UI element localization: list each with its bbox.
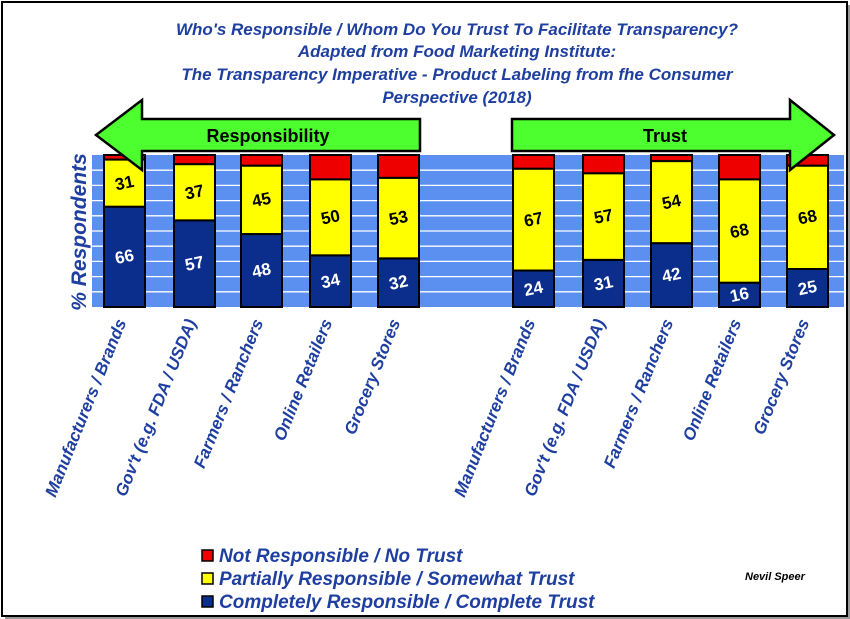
group-label-responsibility: Responsibility (206, 126, 329, 146)
arrow-left-shape (93, 97, 422, 173)
bar-segment-complete (718, 281, 761, 308)
bar-segment-partial (309, 178, 352, 257)
bar-segment-none (309, 154, 352, 181)
legend-entry: Not Responsible / No Trust (219, 546, 463, 567)
data-label: 24 (522, 277, 545, 300)
category-label: Manufacturers / Brands (41, 316, 130, 499)
category-label: Gov't (e.g. FDA / USDA) (521, 316, 610, 499)
category-label: Farmers / Ranchers (600, 316, 677, 470)
data-label: 31 (592, 272, 614, 295)
data-label: 68 (728, 220, 750, 243)
data-label: 34 (319, 270, 342, 293)
data-label: 66 (113, 246, 135, 269)
data-label: 45 (250, 189, 272, 212)
responsibility-arrow: Responsibility (93, 97, 422, 173)
bar-segment-partial (512, 167, 555, 272)
y-axis-label: % Respondents (68, 153, 91, 311)
title-line: Perspective (2018) (382, 88, 532, 107)
trust-arrow: Trust (510, 97, 837, 173)
category-label: Manufacturers / Brands (450, 316, 539, 499)
data-label: 42 (660, 264, 682, 287)
data-label: 50 (319, 206, 341, 229)
chart-title: Who's Responsible / Whom Do You Trust To… (176, 20, 739, 107)
bar-segment-complete (240, 233, 283, 308)
data-label: 57 (183, 252, 205, 275)
credit-text: Nevil Speer (745, 571, 806, 583)
bar-segment-none (650, 154, 693, 163)
bar-segment-none (582, 154, 625, 175)
data-label: 25 (796, 277, 818, 300)
legend-entry: Completely Responsible / Complete Trust (219, 592, 595, 613)
arrow-right-shape (510, 97, 837, 173)
title-line: Adapted from Food Marketing Institute: (297, 42, 616, 61)
data-label: 31 (113, 172, 135, 195)
category-label: Farmers / Ranchers (190, 316, 267, 470)
bar-segment-complete (582, 258, 625, 309)
legend-entry: Partially Responsible / Somewhat Trust (219, 569, 575, 590)
title-line: Who's Responsible / Whom Do You Trust To… (176, 20, 739, 39)
category-label: Gov't (e.g. FDA / USDA) (112, 316, 201, 499)
bar-segment-partial (173, 163, 216, 222)
legend-swatch (201, 595, 214, 608)
data-label: 48 (250, 259, 272, 282)
data-label: 67 (522, 208, 544, 231)
title-line: The Transparency Imperative - Product La… (181, 65, 734, 84)
legend-swatch (201, 549, 214, 562)
data-label: 57 (592, 205, 614, 228)
data-label: 54 (660, 191, 683, 214)
category-label: Online Retailers (679, 316, 745, 443)
bar-segment-none (512, 154, 555, 170)
bar-segment-complete (377, 257, 420, 308)
category-label: Grocery Stores (750, 316, 814, 437)
legend-swatch (201, 572, 214, 585)
bar-segment-complete (173, 219, 216, 308)
data-label: 32 (387, 271, 409, 294)
category-label: Grocery Stores (341, 316, 405, 437)
bar-segment-none (173, 154, 216, 166)
bars-layer: 66 31 57 37 48 45 34 50 32 53 24 67 31 57 42 54 16 68 25 68 (103, 154, 829, 309)
bar-segment-none (718, 154, 761, 181)
data-label: 68 (796, 206, 818, 229)
data-label: 16 (728, 284, 750, 307)
bar-segment-complete (512, 269, 555, 308)
group-label-trust: Trust (643, 126, 687, 146)
data-label: 53 (387, 207, 409, 230)
data-label: 37 (183, 181, 205, 204)
bar-segment-none (240, 154, 283, 167)
bar-segment-none (377, 154, 420, 179)
category-label: Online Retailers (270, 316, 336, 443)
